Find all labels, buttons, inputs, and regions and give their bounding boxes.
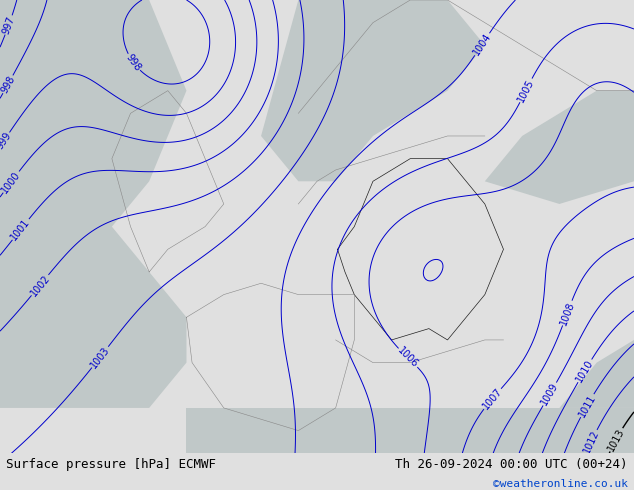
Polygon shape — [559, 340, 634, 408]
Text: 1003: 1003 — [89, 344, 112, 370]
Text: 1006: 1006 — [396, 345, 420, 370]
Text: 1013: 1013 — [606, 426, 626, 453]
Text: 1010: 1010 — [574, 358, 595, 384]
Text: 1000: 1000 — [0, 169, 22, 195]
Text: 998: 998 — [0, 74, 16, 95]
Text: 1004: 1004 — [471, 31, 493, 57]
Polygon shape — [0, 0, 186, 453]
Polygon shape — [186, 408, 634, 453]
Polygon shape — [261, 0, 485, 181]
Text: 1007: 1007 — [481, 386, 504, 412]
Text: Surface pressure [hPa] ECMWF: Surface pressure [hPa] ECMWF — [6, 458, 216, 471]
Text: 999: 999 — [0, 130, 13, 151]
Text: 1012: 1012 — [581, 429, 601, 455]
Text: 1011: 1011 — [577, 392, 597, 418]
Text: 1008: 1008 — [559, 300, 576, 326]
Text: 1009: 1009 — [540, 381, 560, 407]
Text: 998: 998 — [124, 52, 143, 73]
Text: 1005: 1005 — [516, 77, 536, 104]
Text: ©weatheronline.co.uk: ©weatheronline.co.uk — [493, 480, 628, 490]
Text: Th 26-09-2024 00:00 UTC (00+24): Th 26-09-2024 00:00 UTC (00+24) — [395, 458, 628, 471]
Text: 1002: 1002 — [29, 272, 52, 298]
Text: 1001: 1001 — [9, 217, 32, 242]
Text: 997: 997 — [1, 15, 16, 35]
Polygon shape — [485, 91, 634, 204]
